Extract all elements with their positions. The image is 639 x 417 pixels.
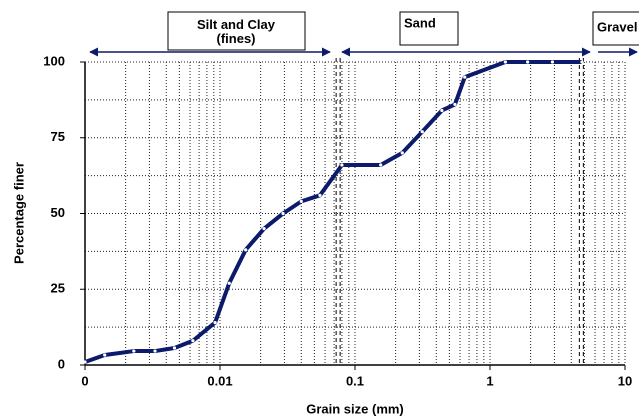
data-point [440, 108, 444, 113]
data-point [550, 60, 555, 64]
data-point [299, 199, 303, 203]
data-point [153, 349, 157, 353]
data-point [580, 60, 584, 64]
x-tick-label: 1 [486, 373, 493, 388]
sand-box [399, 11, 459, 46]
data-point [244, 248, 248, 252]
x-tick-label: 0.01 [207, 373, 232, 388]
data-line [84, 60, 582, 364]
data-point [103, 353, 107, 357]
x-axis-title: Grain size (mm) [306, 401, 404, 416]
data-point [191, 339, 195, 343]
fines-label: Silt and Clay (fines) [197, 17, 276, 46]
data-point [526, 60, 530, 64]
data-point [318, 193, 322, 197]
y-tick-label: 0 [58, 356, 65, 371]
y-tick-label: 25 [51, 281, 65, 296]
data-point [453, 102, 457, 107]
sand-label: Sand [404, 15, 436, 30]
data-point [262, 227, 266, 231]
fines-box [167, 11, 306, 51]
data-point [420, 130, 424, 134]
data-point [400, 151, 404, 155]
y-axis-title: Percentage finer [11, 162, 26, 264]
data-point [281, 211, 285, 216]
data-point [213, 320, 217, 325]
data-point [172, 346, 177, 350]
y-tick-label: 50 [51, 205, 65, 220]
data-point [503, 60, 507, 64]
data-point [132, 349, 136, 353]
y-tick-label: 100 [43, 53, 65, 68]
x-tick-label: 0 [81, 373, 88, 388]
gravel-box [592, 11, 639, 46]
data-point [227, 281, 231, 285]
data-point [463, 75, 467, 79]
data-point [83, 360, 87, 364]
gravel-label: Gravel [597, 19, 637, 34]
y-tick-label: 75 [51, 129, 65, 144]
data-point [379, 163, 383, 167]
data-point [340, 163, 344, 167]
x-tick-label: 10 [618, 373, 632, 388]
x-tick-label: 0.1 [346, 373, 364, 388]
